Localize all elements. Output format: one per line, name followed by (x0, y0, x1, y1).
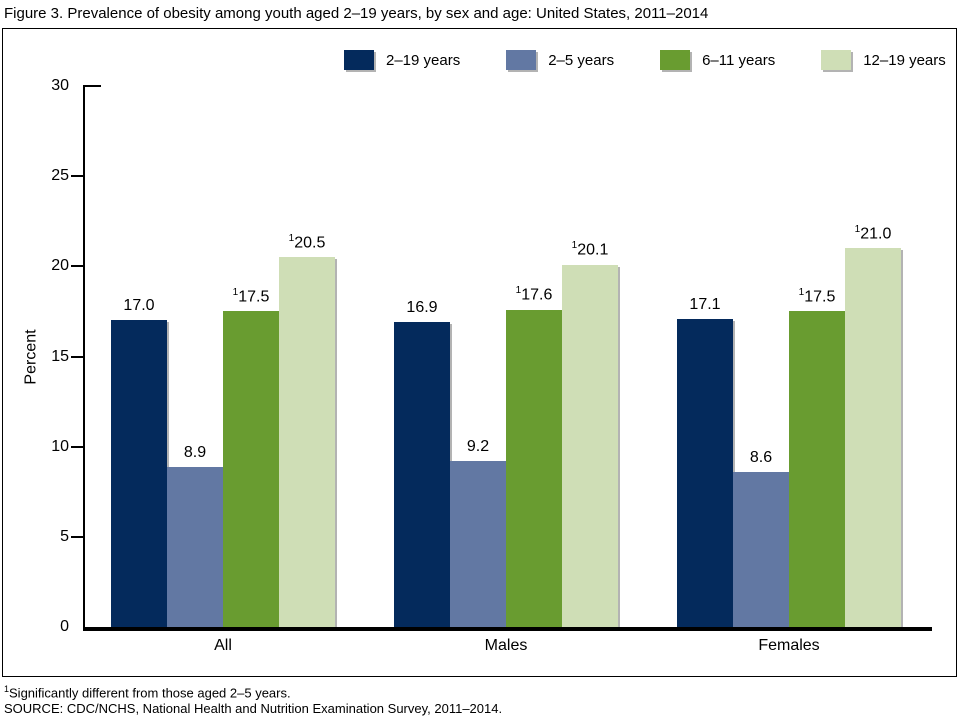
chart-frame: 2–19 years 2–5 years 6–11 years 12–19 years… (2, 28, 957, 677)
y-axis-tick (71, 445, 83, 448)
bar-value-label: 117.6 (515, 285, 553, 304)
x-axis-category-label: Females (758, 637, 820, 654)
y-axis-tick-label: 10 (51, 437, 69, 455)
legend-label: 2–5 years (548, 51, 615, 69)
bar-value-label: 17.1 (689, 295, 721, 313)
y-axis-tick-label: 20 (51, 257, 69, 275)
bar-all-series-3 (279, 257, 335, 627)
x-axis-category-label: Males (484, 637, 528, 654)
significance-flag: 1 (288, 233, 295, 244)
y-axis-line (83, 85, 85, 629)
y-axis-tick (71, 265, 83, 268)
legend-item: 12–19 years (821, 50, 946, 70)
significance-flag: 1 (854, 223, 861, 235)
significance-flag: 1 (515, 285, 522, 297)
plot-area: 17.0 8.9 117.5 120.5 16.9 9.2 117.6 120.1 17.1 8.… (85, 86, 930, 627)
bar-females-series-1 (733, 471, 789, 627)
significance-flag: 1 (798, 287, 805, 299)
y-axis-tick-label: 5 (60, 527, 69, 545)
y-axis-tick-label: 30 (51, 77, 69, 94)
legend-label: 12–19 years (863, 51, 946, 69)
figure-title: Figure 3. Prevalence of obesity among yo… (4, 5, 709, 22)
bar-all-series-2 (223, 311, 279, 627)
bar-value-label: 117.5 (798, 287, 836, 306)
bar-all-series-1 (167, 466, 223, 627)
bar-value-label: 17.0 (123, 297, 155, 315)
bar-value-label: 16.9 (406, 299, 438, 317)
significance-flag: 1 (232, 287, 239, 299)
bar-value-label: 121.0 (854, 223, 892, 243)
y-axis-tick (71, 535, 83, 538)
legend-item: 2–19 years (344, 50, 460, 70)
bar-females-series-3 (845, 248, 901, 627)
footnote-text: Significantly different from those aged … (9, 685, 291, 701)
y-axis-tick (71, 355, 83, 358)
y-axis-tick-label: 15 (51, 347, 69, 365)
y-axis-tick (85, 85, 101, 87)
bar-all-series-0 (111, 320, 167, 627)
bar-males-series-1 (450, 461, 506, 627)
legend-label: 2–19 years (386, 51, 461, 69)
bar-males-series-2 (506, 309, 562, 627)
bar-females-series-2 (789, 311, 845, 627)
legend-swatch-icon (821, 50, 852, 70)
y-axis-tick-label: 0 (60, 618, 69, 635)
bar-value-label: 8.6 (749, 448, 773, 466)
footnote-source: SOURCE: CDC/NCHS, National Health and Nu… (4, 701, 503, 716)
bar-males-series-0 (394, 322, 450, 627)
footnote-significance: 1Significantly different from those aged… (4, 684, 291, 700)
footnote-superscript: 1 (4, 684, 10, 694)
legend-swatch-icon (506, 50, 537, 70)
y-axis-tick-label: 25 (51, 167, 69, 185)
bar-females-series-0 (677, 318, 733, 627)
bar-value-label: 120.1 (571, 240, 609, 259)
legend-item: 2–5 years (506, 50, 614, 70)
bar-value-label: 9.2 (466, 438, 490, 456)
bar-males-series-3 (562, 264, 618, 627)
x-axis-category-label: All (214, 637, 232, 654)
bar-value-label: 120.5 (288, 233, 326, 252)
bar-value-label: 8.9 (183, 443, 207, 461)
legend-swatch-icon (344, 50, 374, 70)
chart-legend: 2–19 years 2–5 years 6–11 years 12–19 years (344, 50, 946, 70)
legend-swatch-icon (660, 50, 691, 70)
legend-label: 6–11 years (702, 51, 776, 69)
bar-value-label: 117.5 (232, 287, 270, 306)
y-axis-tick (71, 175, 83, 178)
legend-item: 6–11 years (660, 50, 775, 70)
x-axis-line (83, 627, 932, 631)
significance-flag: 1 (571, 240, 578, 252)
